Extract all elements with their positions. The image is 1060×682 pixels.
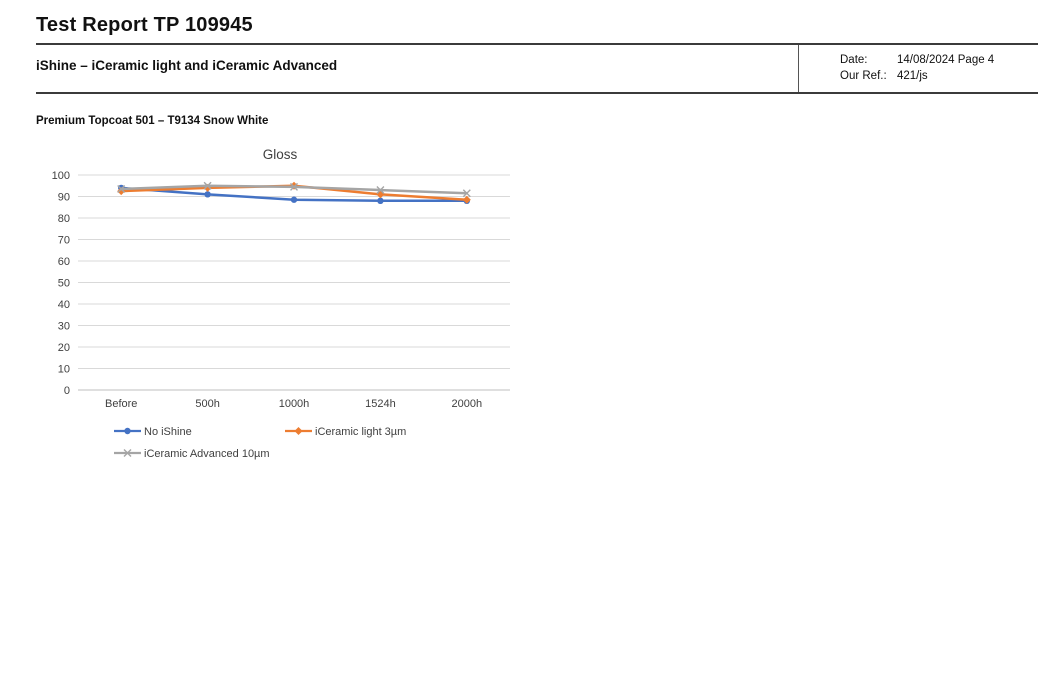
svg-text:100: 100 (52, 170, 70, 182)
svg-text:40: 40 (58, 299, 70, 311)
svg-text:10: 10 (58, 364, 70, 376)
date-label: Date: (840, 54, 868, 66)
series-iceramic-advanced-10-m (117, 181, 471, 198)
svg-text:0: 0 (64, 385, 70, 397)
svg-text:30: 30 (58, 321, 70, 333)
svg-text:Before: Before (105, 398, 137, 410)
ref-label: Our Ref.: (840, 69, 887, 82)
svg-text:No iShine: No iShine (144, 426, 192, 438)
svg-text:1000h: 1000h (279, 398, 310, 410)
svg-text:iCeramic light 3µm: iCeramic light 3µm (315, 426, 406, 438)
report-meta: Date: 14/08/2024 Page 4 Our Ref.: 421/js (840, 53, 994, 84)
header-divider (798, 45, 799, 92)
svg-text:70: 70 (58, 235, 70, 247)
svg-text:80: 80 (58, 213, 70, 225)
svg-text:20: 20 (58, 342, 70, 354)
svg-text:60: 60 (58, 256, 70, 268)
svg-text:1524h: 1524h (365, 398, 396, 410)
ref-row: Our Ref.: 421/js (840, 69, 994, 85)
svg-text:2000h: 2000h (452, 398, 483, 410)
header-top-rule (36, 43, 1038, 45)
svg-text:500h: 500h (195, 398, 219, 410)
legend: No iShine iCeramic light 3µm iCeramic Adva… (114, 426, 406, 460)
report-title: Test Report TP 109945 (36, 14, 253, 36)
legend-item-iceramic-light-3-m: iCeramic light 3µm (285, 426, 406, 438)
date-value: 14/08/2024 Page 4 (897, 54, 995, 66)
report-subtitle: iShine – iCeramic light and iCeramic Adv… (36, 58, 338, 73)
gloss-chart: Gloss 0 10 20 30 40 50 60 70 80 90 100 Before 500h 10… (52, 147, 510, 460)
x-axis-labels: Before 500h 1000h 1524h 2000h (105, 398, 482, 410)
gridlines (78, 174, 510, 391)
svg-text:90: 90 (58, 192, 70, 204)
product-title: Premium Topcoat 501 – T9134 Snow White (36, 115, 269, 127)
y-axis-labels: 0 10 20 30 40 50 60 70 80 90 100 (52, 170, 70, 397)
svg-text:50: 50 (58, 278, 70, 290)
svg-text:iCeramic Advanced 10µm: iCeramic Advanced 10µm (144, 448, 270, 460)
date-row: Date: 14/08/2024 Page 4 (840, 53, 994, 69)
legend-item-no-ishine: No iShine (114, 426, 192, 438)
chart-title: Gloss (263, 147, 298, 162)
ref-value: 421/js (897, 69, 928, 82)
header-bottom-rule (36, 92, 1038, 94)
legend-item-iceramic-advanced-10-m: iCeramic Advanced 10µm (114, 448, 270, 460)
